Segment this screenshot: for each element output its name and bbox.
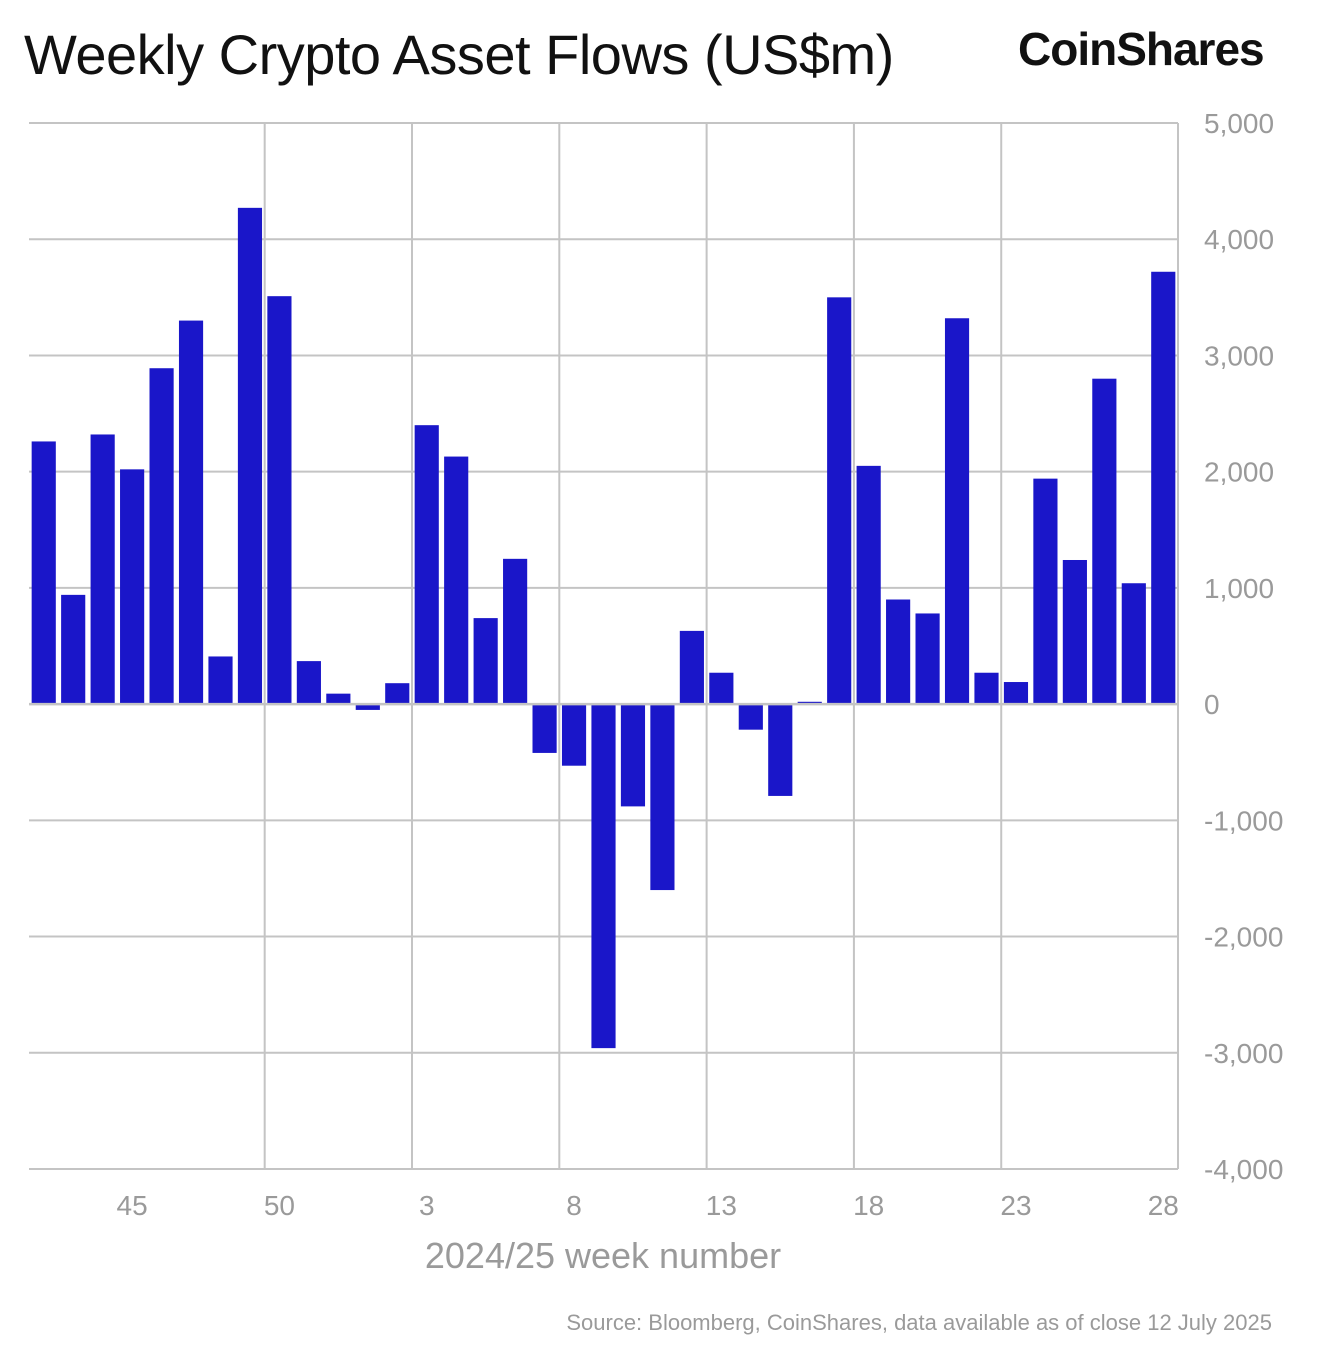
bar-layer [31, 207, 1176, 1049]
bar-week-2 [385, 683, 410, 705]
bar-week-14 [738, 704, 763, 730]
bar-week-50 [267, 296, 292, 705]
bar-week-11 [650, 704, 675, 891]
x-tick-label: 50 [264, 1190, 295, 1221]
y-tick-label: 3,000 [1204, 340, 1274, 371]
x-tick-label: 23 [1000, 1190, 1031, 1221]
bar-week-51 [296, 661, 321, 705]
y-tick-label: -3,000 [1204, 1038, 1283, 1069]
bar-week-27 [1121, 583, 1146, 705]
bar-week-43 [61, 594, 86, 705]
bar-week-19 [886, 599, 911, 705]
x-tick-label: 28 [1148, 1190, 1179, 1221]
bar-week-10 [620, 704, 646, 807]
bar-week-1 [355, 704, 380, 710]
x-tick-label: 3 [419, 1190, 435, 1221]
x-tick-label: 8 [566, 1190, 582, 1221]
bar-week-48 [208, 656, 233, 705]
y-tick-label: -4,000 [1204, 1154, 1283, 1185]
y-tick-label: -2,000 [1204, 922, 1283, 953]
bar-week-12 [679, 630, 704, 705]
bar-week-6 [503, 558, 528, 705]
bar-week-52 [326, 693, 351, 705]
x-tick-label: 45 [117, 1190, 148, 1221]
axis-layer: 5,000 4,000 3,000 2,000 1,000 0 -1,000 -2,000 -3… [29, 108, 1283, 1221]
bar-week-25 [1062, 559, 1087, 705]
x-tick-label: 18 [853, 1190, 884, 1221]
bar-week-22 [974, 672, 999, 705]
bar-week-47 [178, 320, 204, 705]
y-tick-label: -1,000 [1204, 805, 1283, 836]
bar-week-24 [1033, 478, 1058, 705]
y-tick-label: 0 [1204, 689, 1220, 720]
y-tick-label: 1,000 [1204, 573, 1274, 604]
bar-week-8 [561, 704, 587, 766]
source-note: Source: Bloomberg, CoinShares, data avai… [566, 1310, 1272, 1335]
y-tick-label: 5,000 [1204, 108, 1274, 139]
x-tick-label: 13 [706, 1190, 737, 1221]
bar-week-17 [827, 297, 852, 705]
y-tick-label: 4,000 [1204, 224, 1274, 255]
bar-week-20 [915, 613, 940, 705]
bar-week-15 [768, 704, 793, 796]
bar-week-28 [1151, 271, 1176, 705]
chart-title: Weekly Crypto Asset Flows (US$m) [24, 23, 894, 86]
bar-week-46 [149, 368, 174, 705]
bar-week-5 [473, 618, 498, 705]
brand-logo: CoinShares [1018, 23, 1265, 75]
bar-week-26 [1092, 378, 1117, 705]
bar-week-42 [31, 441, 56, 705]
bar-week-21 [944, 318, 970, 705]
bar-week-44 [90, 434, 115, 705]
y-tick-label: 2,000 [1204, 457, 1274, 488]
bar-week-4 [444, 456, 469, 705]
bar-week-7 [532, 704, 557, 753]
bar-week-18 [856, 465, 881, 705]
bar-week-49 [237, 207, 263, 705]
bar-week-9 [591, 704, 616, 1049]
x-axis-title: 2024/25 week number [425, 1235, 781, 1276]
bar-week-3 [414, 425, 439, 705]
bar-week-45 [120, 469, 145, 705]
bar-week-13 [709, 672, 734, 705]
bar-week-23 [1003, 682, 1029, 705]
